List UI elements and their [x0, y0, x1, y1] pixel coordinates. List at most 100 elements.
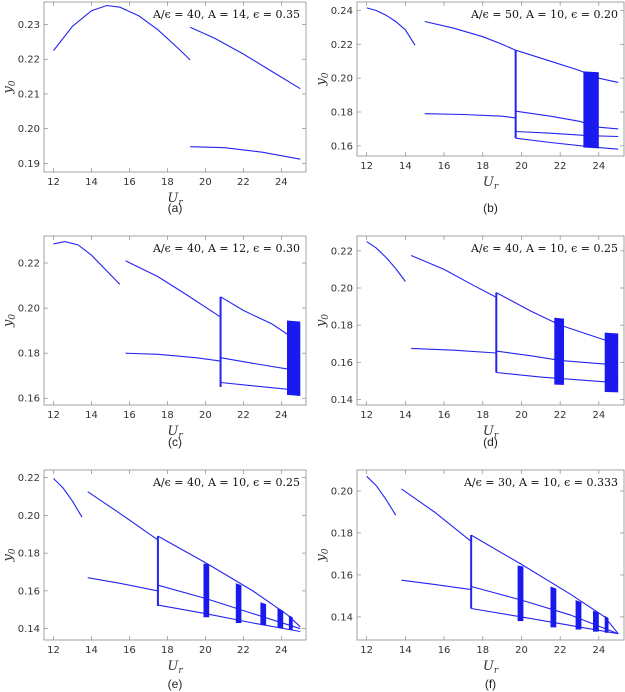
- x-tick-label: 14: [85, 410, 98, 421]
- y-axis-label-sub: 0: [8, 548, 18, 554]
- x-tick-label: 12: [47, 177, 60, 188]
- parameter-annotation: A/ϵ = 40, A = 14, ϵ = 0.35: [152, 8, 300, 21]
- y-tick-label: 0.14: [331, 612, 353, 623]
- y-tick-label: 0.14: [331, 395, 353, 406]
- x-tick-label: 16: [438, 410, 451, 421]
- x-tick-label: 22: [237, 177, 250, 188]
- y-tick-label: 0.22: [18, 259, 40, 270]
- y-axis-label: y0: [314, 72, 331, 86]
- parameter-annotation: A/ϵ = 30, A = 10, ϵ = 0.333: [463, 476, 618, 489]
- x-tick-label: 22: [554, 645, 567, 656]
- panel-e: 12 14 16 18 20 22 24 0.14 0.16 0.18 0.20 0.22 Ur y0 A/…: [1, 469, 307, 691]
- y-axis-label-main: y: [314, 554, 329, 563]
- y-axis-label-sub: 0: [8, 314, 18, 320]
- x-axis-label: Ur: [167, 191, 183, 208]
- x-tick-label: 24: [592, 161, 605, 172]
- x-axis-label-sub: r: [178, 431, 183, 441]
- x-axis-label-sub: r: [494, 666, 499, 676]
- panel-caption: (f): [485, 677, 496, 691]
- y-axis-label: y0: [314, 548, 331, 562]
- y-axis-label-sub: 0: [321, 314, 331, 320]
- x-axis-label-sub: r: [178, 666, 183, 676]
- y-tick-label: 0.19: [18, 159, 40, 170]
- x-tick-label: 22: [554, 161, 567, 172]
- y-tick-label: 0.20: [331, 486, 353, 497]
- series-branch-3-mid: [220, 357, 288, 370]
- chaotic-band: [277, 607, 284, 629]
- plot-frame: [43, 1, 307, 173]
- x-tick-label: 12: [360, 645, 373, 656]
- x-axis-label-sub: r: [178, 198, 183, 208]
- panel-caption: (c): [168, 435, 182, 449]
- series-branch-3-top: [515, 49, 619, 83]
- y-tick-label: 0.16: [331, 358, 353, 369]
- chaotic-band: [288, 615, 293, 630]
- y-tick-label: 0.22: [18, 55, 40, 66]
- y-tick-label: 0.14: [18, 624, 40, 635]
- panel-f: 12 14 16 18 20 22 24 0.14 0.16 0.18 0.20 Ur y0 A/ϵ = …: [314, 469, 625, 691]
- chaotic-band: [583, 71, 599, 149]
- x-tick-label: 20: [199, 410, 212, 421]
- chaotic-band: [235, 583, 242, 623]
- x-tick-label: 22: [237, 645, 250, 656]
- x-tick-label: 18: [476, 161, 489, 172]
- x-tick-label: 18: [476, 645, 489, 656]
- parameter-annotation: A/ϵ = 40, A = 10, ϵ = 0.25: [152, 476, 300, 489]
- series-branch-3-bottom: [157, 604, 301, 633]
- y-axis-label: y0: [314, 314, 331, 328]
- x-tick-label: 20: [515, 645, 528, 656]
- series-branch-1: [53, 4, 191, 61]
- y-tick-label: 0.18: [331, 528, 353, 539]
- panel-caption: (a): [168, 201, 183, 215]
- x-axis-label: Ur: [167, 424, 183, 441]
- y-tick-label: 0.22: [18, 473, 40, 484]
- series-branch-3-mid: [496, 350, 605, 365]
- y-tick-label: 0.18: [331, 108, 353, 119]
- series-branch-2-upper: [87, 491, 159, 541]
- y-tick-label: 0.24: [331, 6, 353, 17]
- x-tick-label: 14: [399, 645, 412, 656]
- plot-frame: [43, 235, 307, 406]
- x-tick-label: 20: [515, 410, 528, 421]
- x-tick-label: 12: [360, 410, 373, 421]
- y-tick-label: 0.22: [331, 40, 353, 51]
- parameter-annotation: A/ϵ = 50, A = 10, ϵ = 0.20: [470, 8, 618, 21]
- chaotic-band: [517, 565, 524, 622]
- x-tick-label: 12: [360, 161, 373, 172]
- x-tick-label: 20: [199, 645, 212, 656]
- y-tick-label: 0.20: [331, 284, 353, 295]
- x-tick-label: 18: [476, 410, 489, 421]
- panel-caption: (e): [168, 677, 183, 691]
- chaotic-band: [593, 610, 599, 632]
- y-tick-label: 0.18: [331, 321, 353, 332]
- chaotic-band: [550, 586, 557, 628]
- x-axis-label-main: U: [483, 175, 495, 190]
- series-branch-2-lower: [411, 347, 497, 354]
- chaotic-band: [575, 600, 582, 630]
- chaotic-band: [604, 615, 609, 633]
- series-branch-3-top: [470, 534, 619, 635]
- series-branch-2-upper: [401, 488, 472, 542]
- x-axis-label-main: U: [483, 424, 495, 439]
- y-axis-label-sub: 0: [321, 72, 331, 78]
- y-tick-label: 0.16: [18, 394, 40, 405]
- x-axis-label-main: U: [167, 424, 179, 439]
- chaotic-band: [260, 602, 267, 626]
- x-tick-label: 24: [275, 177, 288, 188]
- x-tick-label: 18: [161, 410, 174, 421]
- panel-c: 12 14 16 18 20 22 24 0.16 0.18 0.20 0.22 Ur y0 A/ϵ = …: [1, 235, 307, 449]
- y-axis-label-main: y: [314, 319, 329, 328]
- plot-frame: [356, 235, 625, 406]
- series-branch-3-mid: [157, 584, 301, 630]
- x-axis-label-main: U: [167, 659, 179, 674]
- x-axis-label: Ur: [167, 659, 183, 676]
- y-tick-label: 0.16: [18, 586, 40, 597]
- x-tick-label: 22: [237, 410, 250, 421]
- series-branch-2-lower: [87, 577, 159, 592]
- y-axis-label-main: y: [1, 319, 16, 328]
- series-branch-2-lower: [424, 113, 516, 119]
- x-tick-label: 20: [515, 161, 528, 172]
- y-tick-label: 0.18: [18, 549, 40, 560]
- plot-frame: [43, 469, 307, 641]
